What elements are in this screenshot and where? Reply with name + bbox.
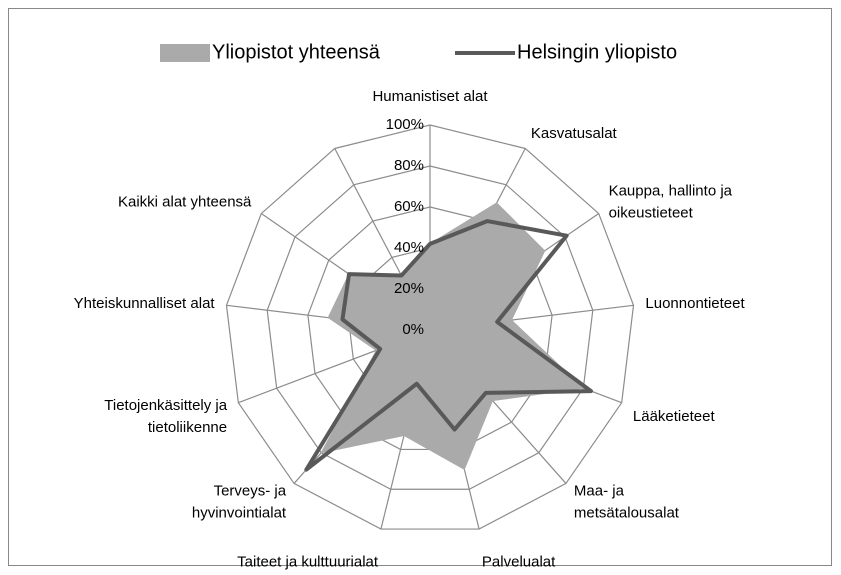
line — [304, 219, 594, 472]
r-tick-label: 60% — [394, 198, 424, 215]
category-label: Taiteet ja kulttuurialat — [237, 554, 379, 571]
category-label: Palvelualat — [482, 554, 556, 571]
category-label: Kasvatusalat — [531, 125, 618, 142]
category-label: Lääketieteet — [633, 408, 716, 425]
category-label: Maa- ja metsätalousalat — [574, 482, 680, 521]
grid-ring — [225, 124, 635, 530]
category-label: Tietojenkäsittely ja tietoliikenne — [104, 397, 227, 436]
category-label: Terveys- ja hyvinvointialat — [192, 482, 287, 521]
legend-swatch — [160, 44, 210, 62]
legend-label: Yliopistot yhteensä — [212, 41, 381, 63]
category-label: Yhteiskunnalliset alat — [74, 295, 216, 312]
grid-ring — [266, 165, 594, 490]
category-label: Kaikki alat yhteensä — [118, 194, 252, 211]
r-tick-label: 0% — [402, 321, 424, 338]
category-label: Luonnontieteet — [645, 295, 745, 312]
legend-label: Helsingin yliopisto — [517, 41, 677, 63]
area — [320, 202, 584, 470]
r-tick-label: 20% — [394, 280, 424, 297]
category-label: Humanistiset alat — [372, 88, 488, 105]
r-tick-label: 100% — [386, 116, 424, 133]
r-tick-label: 40% — [394, 239, 424, 256]
category-label: Kauppa, hallinto ja oikeustieteet — [609, 183, 733, 222]
r-tick-label: 80% — [394, 157, 424, 174]
